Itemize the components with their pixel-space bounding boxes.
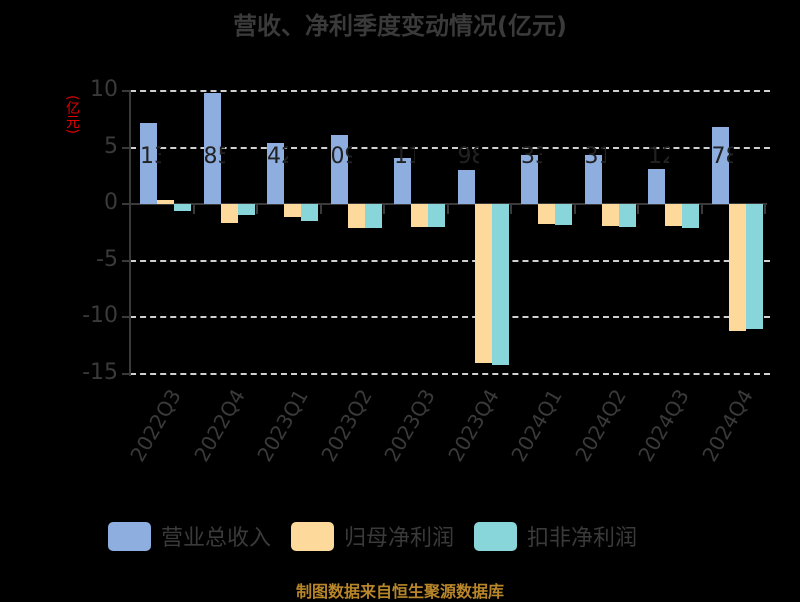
bar-2022Q3-s1[interactable] [157,200,174,204]
x-tick-label: 2024Q4 [696,385,758,466]
gridline [130,90,770,92]
x-tick-mark [319,204,322,214]
x-tick-mark [700,204,703,214]
legend-item-revenue[interactable]: 营业总收入 [108,520,271,552]
x-tick-label: 2024Q1 [506,385,567,466]
bar-2023Q3-s1[interactable] [411,204,428,227]
bar-2023Q4-s1[interactable] [474,204,492,363]
x-tick-label: 2024Q2 [569,385,631,466]
bar-value-label: 42 [267,144,288,169]
bar-2022Q4-s2[interactable] [237,204,255,215]
bar-2024Q1-s0[interactable] [521,155,538,204]
bar-2023Q3-s0[interactable] [394,157,411,204]
x-tick-label: 2023Q4 [442,385,504,466]
bar-2024Q3-s0[interactable] [648,168,665,204]
bar-2023Q1-s2[interactable] [301,204,318,221]
bar-2024Q1-s1[interactable] [538,204,555,224]
y-tick-label: -15 [82,359,118,385]
x-tick-mark [256,204,258,214]
gridline [130,259,770,262]
y-tick-mark [122,372,130,375]
x-tick-label: 2023Q1 [252,385,313,466]
y-tick-mark [122,90,130,92]
x-tick-mark [573,204,576,214]
bar-value-label: 11 [394,144,415,169]
y-axis [129,90,131,376]
bar-2023Q1-s0[interactable] [267,142,284,204]
bar-value-label: 33 [521,144,542,169]
bar-2022Q4-s0[interactable] [203,92,221,204]
x-tick-label: 2022Q4 [188,385,250,466]
bar-2023Q2-s1[interactable] [347,204,365,228]
bar-2023Q2-s0[interactable] [330,135,348,204]
x-tick-label: 2023Q3 [379,385,440,466]
legend: 营业总收入 归母净利润 扣非净利润 [108,520,657,552]
x-tick-mark [637,204,639,214]
y-tick-mark [122,146,130,149]
bar-value-label: 12 [648,144,669,169]
source-footer: 制图数据来自恒生聚源数据库 [295,582,504,601]
bar-value-label: 13 [140,144,161,169]
chart-title: 营收、净利季度变动情况(亿元) [233,12,567,40]
y-tick-mark [122,316,130,318]
bar-2024Q3-s2[interactable] [682,204,699,228]
x-tick-label: 2024Q3 [633,385,694,466]
x-tick-mark [510,204,512,214]
bar-2022Q4-s1[interactable] [220,204,238,223]
bar-2024Q2-s0[interactable] [584,155,602,204]
bar-2024Q2-s2[interactable] [618,204,636,227]
bar-2023Q4-s0[interactable] [457,170,475,204]
x-tick-mark [764,204,766,214]
bar-2022Q3-s0[interactable] [140,123,157,204]
bar-2024Q4-s1[interactable] [728,204,746,331]
y-tick-label: -5 [96,246,118,272]
legend-swatch-deducted-net-profit [474,521,518,551]
x-tick-label: 2022Q3 [125,385,186,466]
y-tick-mark [122,259,130,262]
y-tick-label: 10 [90,77,118,102]
y-axis-unit: (亿元) [64,95,80,134]
legend-swatch-revenue [108,521,151,551]
x-tick-label: 2023Q2 [315,385,377,466]
bar-2023Q2-s2[interactable] [364,204,382,228]
bar-2024Q3-s1[interactable] [665,204,682,227]
bar-value-label: 31 [584,144,606,169]
bar-value-label: 98 [457,144,479,169]
bar-value-label: 09 [330,144,352,169]
gridline [130,372,770,375]
gridline [130,146,770,149]
bar-2023Q1-s1[interactable] [284,204,301,217]
legend-swatch-net-profit [291,521,335,551]
bar-2024Q1-s2[interactable] [555,204,572,225]
bar-2023Q4-s2[interactable] [491,204,509,366]
x-tick-mark [383,204,385,214]
bar-2023Q3-s2[interactable] [428,204,445,227]
bar-2024Q4-s2[interactable] [745,204,763,329]
y-tick-label: 0 [104,190,118,215]
gridline [130,316,770,318]
bar-value-label: 78 [711,144,733,169]
bar-2022Q3-s2[interactable] [174,204,191,211]
y-tick-label: -10 [82,303,118,328]
legend-item-net-profit[interactable]: 归母净利润 [291,520,454,552]
x-tick-mark [446,204,449,214]
bar-2024Q4-s0[interactable] [711,127,729,204]
bar-value-label: 85 [203,144,225,169]
y-tick-label: 5 [104,133,118,159]
x-tick-mark [192,204,195,214]
legend-item-deducted-net-profit[interactable]: 扣非净利润 [474,520,637,552]
bar-2024Q2-s1[interactable] [601,204,619,227]
